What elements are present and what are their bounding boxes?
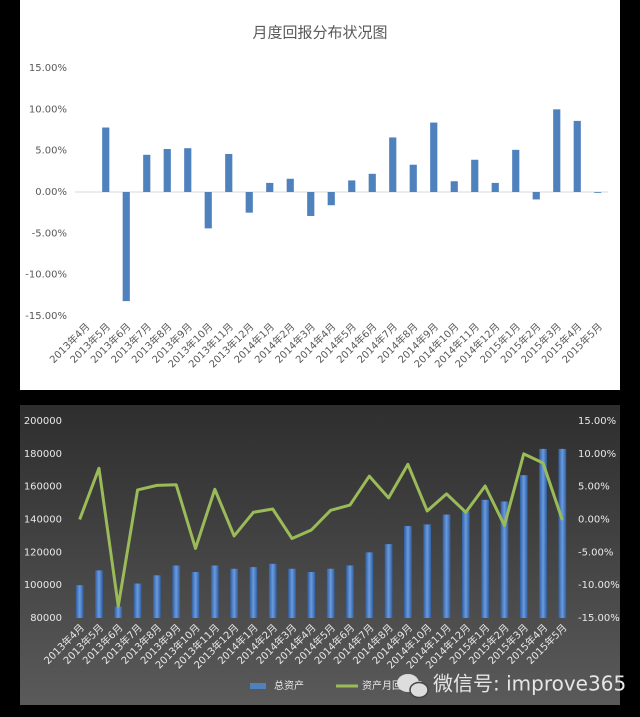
bar — [573, 120, 581, 192]
y-tick-label: -10.00% — [25, 270, 67, 281]
bar — [450, 181, 458, 192]
bar — [430, 122, 438, 192]
y-tick-label: 140000 — [24, 515, 62, 526]
y2-tick-label: 10.00% — [578, 449, 616, 460]
panel-top — [20, 0, 620, 390]
bar — [500, 501, 509, 618]
bar — [348, 180, 356, 192]
bar — [389, 137, 397, 192]
y2-tick-label: 0.00% — [578, 515, 610, 526]
bar — [404, 526, 412, 618]
bar — [266, 182, 274, 192]
bar — [268, 563, 277, 618]
bar — [225, 153, 233, 192]
y2-tick-label: -15.00% — [578, 613, 620, 624]
watermark: 微信号: improve365 — [433, 672, 626, 696]
bar — [346, 565, 354, 618]
bar — [326, 568, 335, 618]
bar — [191, 572, 200, 618]
bar — [365, 552, 374, 618]
bar — [461, 511, 470, 618]
y-tick-label: 160000 — [24, 482, 62, 493]
bar — [519, 475, 528, 618]
bar — [368, 173, 376, 192]
bar — [102, 127, 110, 192]
bar — [245, 192, 253, 213]
y-tick-label: 0.00% — [35, 187, 67, 198]
bar — [122, 192, 130, 302]
y-tick-label: 80000 — [30, 613, 62, 624]
bar — [204, 192, 212, 229]
legend-label: 总资产 — [274, 679, 304, 692]
bar — [133, 583, 142, 618]
y-tick-label: 100000 — [24, 580, 62, 591]
bar — [153, 575, 161, 618]
y-tick-label: 10.00% — [29, 104, 67, 115]
bar — [423, 524, 432, 618]
line — [78, 452, 564, 608]
bar — [512, 149, 520, 192]
bar — [75, 585, 84, 618]
bar — [184, 148, 192, 192]
y-tick-label: 120000 — [24, 547, 62, 558]
y2-tick-label: -10.00% — [578, 580, 620, 591]
bar — [172, 565, 181, 618]
y-tick-label: 5.00% — [35, 146, 67, 157]
bar — [442, 514, 451, 618]
y2-tick-label: -5.00% — [578, 547, 613, 558]
bar — [230, 568, 238, 618]
bar — [327, 192, 335, 206]
bar — [471, 159, 479, 192]
legend-swatch — [250, 683, 266, 689]
bar — [286, 178, 294, 192]
y2-tick-label: 5.00% — [578, 482, 610, 493]
y-tick-label: 180000 — [24, 449, 62, 460]
bar — [307, 192, 315, 216]
y-tick-label: 200000 — [24, 416, 62, 427]
bar — [481, 499, 489, 618]
bar — [409, 164, 417, 192]
bar — [163, 149, 171, 192]
y-tick-label: -15.00% — [25, 311, 67, 322]
y-tick-label: -5.00% — [32, 228, 67, 239]
bar — [249, 567, 258, 618]
bar — [491, 182, 499, 192]
chart-title: 月度回报分布状况图 — [252, 24, 387, 42]
bar — [114, 606, 123, 618]
bar — [532, 192, 540, 200]
bar — [307, 572, 316, 618]
bar — [210, 565, 219, 618]
bar — [553, 109, 561, 192]
bar — [288, 568, 296, 618]
bar — [384, 544, 393, 618]
bar — [95, 570, 103, 618]
bar — [594, 192, 602, 193]
bar — [539, 448, 547, 618]
bar — [558, 448, 567, 618]
bar — [143, 154, 151, 192]
y-tick-label: 15.00% — [29, 63, 67, 74]
watermark-icon — [397, 674, 429, 699]
y2-tick-label: 15.00% — [578, 416, 616, 427]
